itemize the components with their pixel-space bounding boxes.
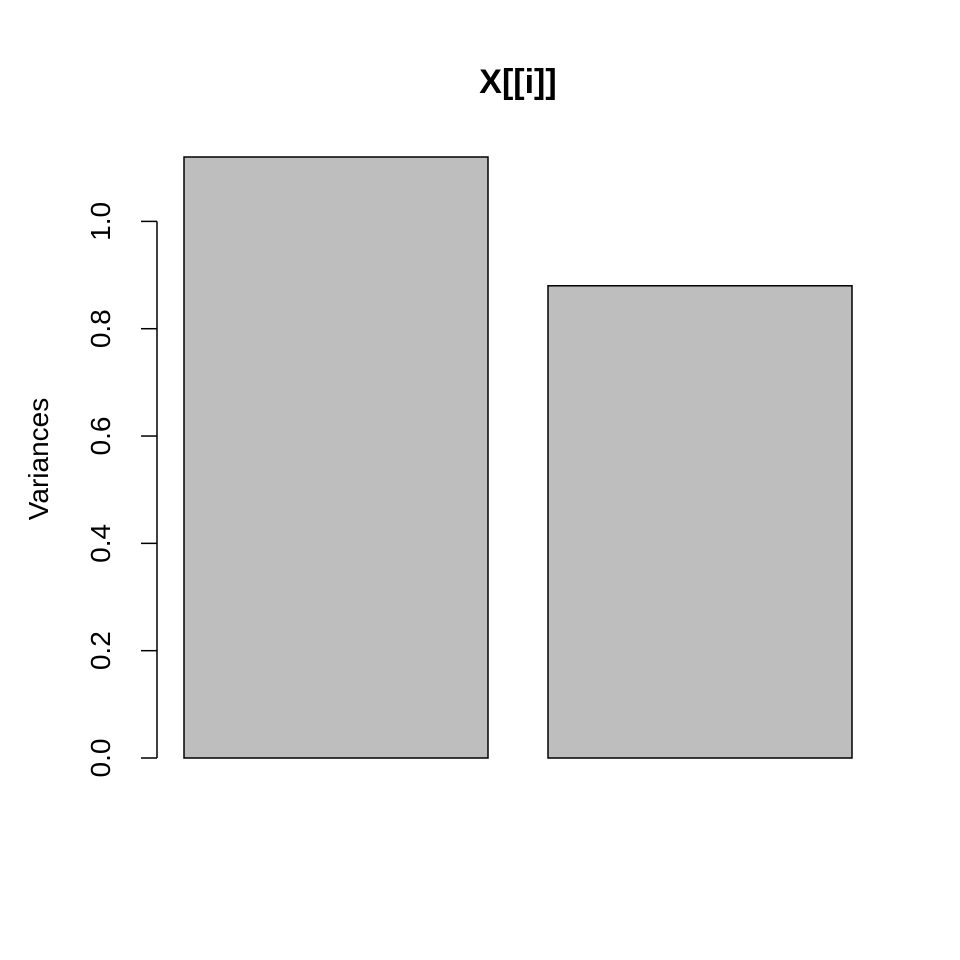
bar-1 xyxy=(183,156,489,759)
y-tick-label: 0.0 xyxy=(85,739,116,778)
y-axis: 0.0 0.2 0.4 0.6 0.8 1.0 xyxy=(85,202,158,778)
y-tick-label: 0.2 xyxy=(85,631,116,670)
y-tick-label: 0.6 xyxy=(85,417,116,456)
bar-2 xyxy=(547,285,853,759)
chart-title: X[[i]] xyxy=(479,63,556,101)
bars-group xyxy=(183,156,853,759)
y-axis-label: Variances xyxy=(23,398,54,520)
y-tick-label: 0.8 xyxy=(85,309,116,348)
y-tick-label: 0.4 xyxy=(85,524,116,563)
y-tick-label: 1.0 xyxy=(85,202,116,241)
